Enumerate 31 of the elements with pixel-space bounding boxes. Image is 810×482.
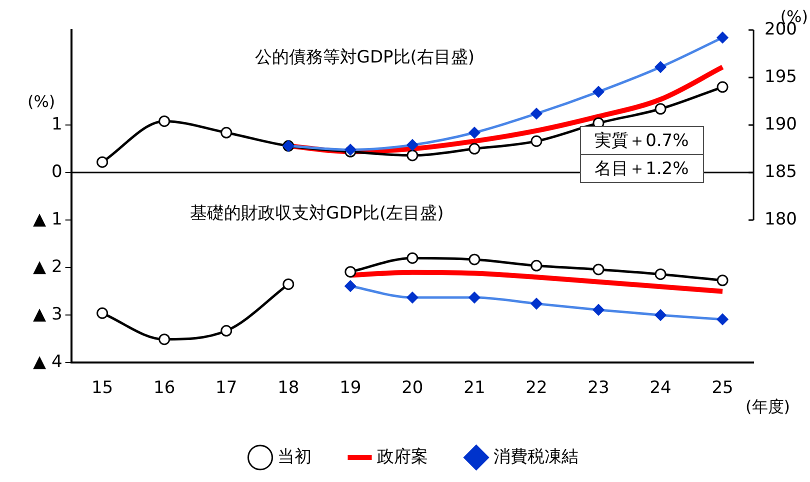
x-tick-label: 16 — [154, 378, 176, 398]
annotation: 実質＋0.7% — [594, 130, 690, 154]
y2-tick-label: 180 — [764, 209, 798, 230]
legend-label: 政府案 — [376, 446, 428, 467]
y-axis-title: (%) — [27, 92, 56, 112]
y2-tick-label: 190 — [764, 114, 798, 134]
x-tick-label: 20 — [402, 378, 424, 398]
legend-label: 当初 — [277, 446, 312, 467]
x-tick-label: 25 — [712, 378, 734, 398]
x-tick-label: 19 — [340, 378, 362, 398]
x-tick-label: 17 — [216, 378, 238, 398]
x-tick-label: 18 — [278, 378, 300, 398]
y-tick-label: ▲ 4 — [32, 352, 62, 372]
framed-box: 実質＋0.7% 名目＋1.2% — [580, 126, 704, 184]
x-tick-label: 22 — [526, 378, 548, 398]
y-tick-label: 0 — [51, 162, 62, 182]
x-tick-label: 21 — [464, 378, 486, 398]
legend-label: 消費税凍結 — [493, 446, 578, 467]
y-tick-label: 1 — [51, 114, 62, 134]
y-tick-label: ▲ 3 — [32, 304, 62, 325]
x-tick-label: 24 — [650, 378, 672, 398]
y-tick-label: ▲ 1 — [32, 209, 62, 230]
y2-tick-label: 195 — [764, 66, 798, 87]
x-tick-label: 15 — [91, 378, 114, 398]
x-axis-title: (年度) — [746, 396, 790, 416]
y-tick-label: ▲ 2 — [32, 256, 62, 277]
annotation: 名目＋1.2% — [580, 154, 703, 182]
x-tick-label: 23 — [588, 378, 610, 398]
y2-tick-label: 185 — [764, 162, 798, 182]
annotation: 公的債務等対GDP比(右目盛) — [254, 46, 475, 68]
annotation: 基礎的財政収支対GDP比(左目盛) — [190, 202, 444, 224]
